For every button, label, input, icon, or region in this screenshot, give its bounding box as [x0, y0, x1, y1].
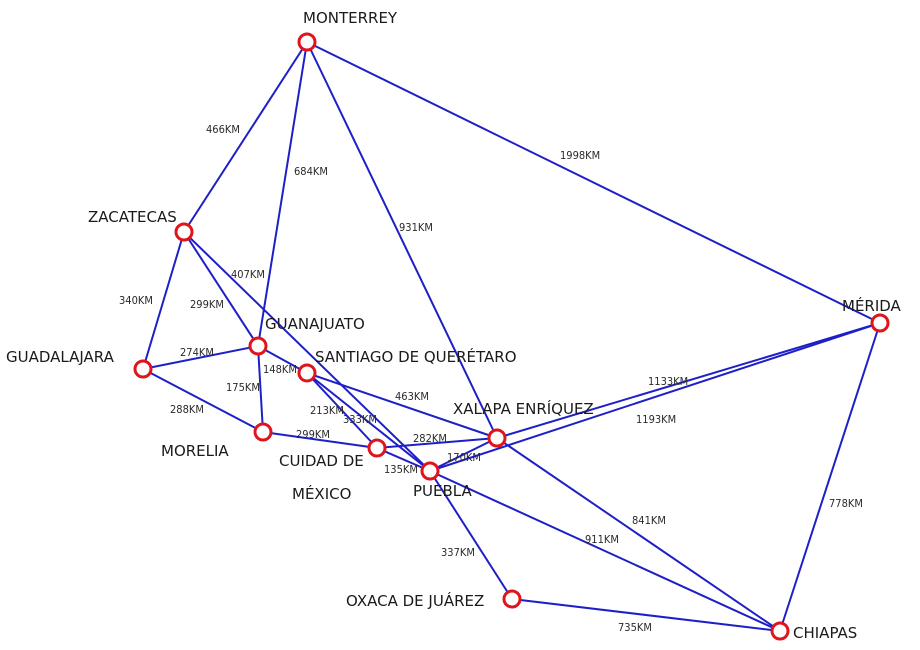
edge-label-puebla-chiapas: 911KM: [585, 533, 619, 546]
node-zacatecas[interactable]: [174, 222, 194, 242]
edge-label-cdmx-xalapa: 282KM: [413, 432, 447, 445]
edge-label-guadalajara-morelia: 288KM: [170, 403, 204, 416]
edge-label-queretaro-puebla: 333KM: [343, 413, 377, 426]
edge-monterrey-zacatecas: [183, 41, 308, 233]
node-monterrey[interactable]: [297, 32, 317, 52]
edge-label-queretaro-xalapa: 463KM: [395, 390, 429, 403]
edge-label-monterrey-merida: 1998KM: [560, 149, 600, 162]
edge-cdmx-xalapa: [376, 437, 498, 449]
label-morelia: MORELIA: [161, 442, 229, 460]
edge-queretaro-puebla: [306, 372, 431, 472]
edge-morelia-cdmx: [262, 431, 378, 449]
edge-label-puebla-merida: 1193KM: [636, 413, 676, 426]
edge-label-zacatecas-guanajuato: 299KM: [190, 298, 224, 311]
edge-label-xalapa-merida: 1133KM: [648, 375, 688, 388]
edge-puebla-xalapa: [429, 437, 498, 472]
node-guanajuato[interactable]: [248, 336, 268, 356]
edge-xalapa-chiapas: [496, 437, 781, 632]
label-merida: MÉRIDA: [842, 296, 902, 315]
label-monterrey: MONTERREY: [303, 9, 398, 27]
edge-merida-chiapas: [779, 322, 881, 632]
edge-label-morelia-cdmx: 299KM: [296, 428, 330, 441]
label-guanajuato: GUANAJUATO: [265, 315, 365, 333]
edge-zacatecas-guanajuato: [183, 231, 259, 347]
edge-zacatecas-guadalajara: [142, 231, 185, 370]
label-puebla: PUEBLA: [413, 482, 472, 500]
edge-label-guanajuato-morelia: 175KM: [226, 381, 260, 394]
label-xalapa: XALAPA ENRÍQUEZ: [453, 399, 594, 418]
edge-xalapa-merida: [496, 322, 881, 439]
edge-label-oaxaca-chiapas: 735KM: [618, 621, 652, 634]
city-labels-layer: MONTERREY ZACATECAS GUADALAJARA GUANAJUA…: [6, 9, 902, 642]
label-zacatecas: ZACATECAS: [88, 208, 177, 226]
edge-label-monterrey-zacatecas: 466KM: [206, 123, 240, 136]
edge-guadalajara-guanajuato: [142, 345, 259, 370]
edge-label-guanajuato-queretaro: 148KM: [263, 363, 297, 376]
edge-queretaro-cdmx: [306, 372, 378, 449]
edge-guadalajara-morelia: [142, 368, 264, 433]
edge-labels-layer: 466KM 684KM 931KM 1998KM 340KM 299KM 407…: [119, 123, 863, 634]
edge-queretaro-xalapa: [306, 372, 498, 439]
edge-monterrey-guanajuato: [257, 41, 308, 347]
label-chiapas: CHIAPAS: [793, 624, 857, 642]
edge-label-monterrey-xalapa: 931KM: [399, 221, 433, 234]
nodes-layer: [133, 32, 890, 641]
label-guadalajara: GUADALAJARA: [6, 348, 115, 366]
edge-label-zacatecas-guadalajara: 340KM: [119, 294, 153, 307]
edge-zacatecas-puebla: [183, 231, 431, 472]
edge-oaxaca-chiapas: [511, 598, 781, 632]
edge-label-puebla-xalapa: 170KM: [447, 451, 481, 464]
node-oaxaca[interactable]: [502, 589, 522, 609]
label-queretaro: SANTIAGO DE QUERÉTARO: [315, 347, 517, 366]
edge-monterrey-merida: [306, 41, 881, 324]
edge-monterrey-xalapa: [306, 41, 498, 439]
label-cdmx-line2: MÉXICO: [292, 484, 351, 503]
label-oaxaca: OXACA DE JUÁREZ: [346, 591, 484, 610]
node-guadalajara[interactable]: [133, 359, 153, 379]
edge-label-xalapa-chiapas: 841KM: [632, 514, 666, 527]
edge-label-puebla-oaxaca: 337KM: [441, 546, 475, 559]
edge-puebla-chiapas: [429, 470, 781, 632]
edges-layer: [142, 41, 881, 632]
edge-guanajuato-morelia: [257, 345, 264, 433]
node-queretaro[interactable]: [297, 363, 317, 383]
edge-label-cdmx-puebla: 135KM: [384, 463, 418, 476]
edge-label-queretaro-cdmx: 213KM: [310, 404, 344, 417]
edge-cdmx-puebla: [376, 447, 431, 472]
edge-puebla-merida: [429, 322, 881, 472]
edge-label-monterrey-guanajuato: 684KM: [294, 165, 328, 178]
node-merida[interactable]: [870, 313, 890, 333]
edge-label-guadalajara-guanajuato: 274KM: [180, 346, 214, 359]
node-cdmx[interactable]: [367, 438, 387, 458]
node-chiapas[interactable]: [770, 621, 790, 641]
edge-label-zacatecas-puebla: 407KM: [231, 268, 265, 281]
node-morelia[interactable]: [253, 422, 273, 442]
edge-label-merida-chiapas: 778KM: [829, 497, 863, 510]
node-xalapa[interactable]: [487, 428, 507, 448]
edge-puebla-oaxaca: [429, 470, 513, 600]
label-cdmx-line1: CUIDAD DE: [279, 452, 364, 470]
node-puebla[interactable]: [420, 461, 440, 481]
